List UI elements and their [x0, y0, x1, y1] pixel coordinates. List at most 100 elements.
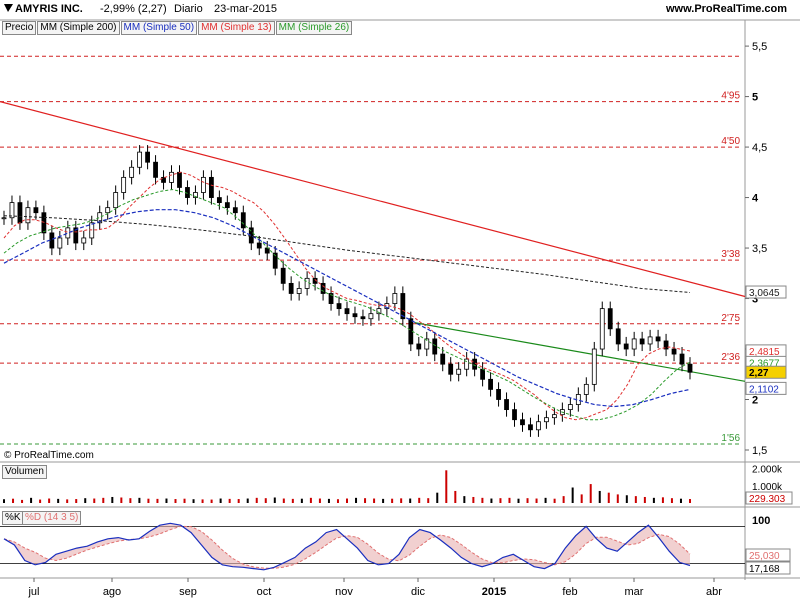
x-tick-label: 2015: [482, 586, 506, 598]
volume-bar: [526, 498, 529, 503]
candle-body: [607, 308, 613, 330]
legend-price[interactable]: Precio: [2, 21, 37, 35]
candle-body: [416, 343, 422, 350]
stoch-d-line: [3, 525, 691, 569]
period-label: Diario: [174, 3, 203, 15]
legend-mm13[interactable]: MM (Simple 13): [198, 21, 275, 35]
close-icon[interactable]: [4, 4, 18, 12]
candle-body: [216, 197, 222, 204]
volume-bar: [255, 497, 258, 503]
candle-body: [544, 417, 549, 423]
candle-body: [488, 378, 493, 390]
candle-body: [201, 176, 206, 193]
candle-body: [448, 363, 454, 375]
volume-bar: [147, 498, 150, 503]
candle-body: [97, 212, 103, 224]
candle-body: [655, 336, 661, 342]
x-tick-label: abr: [706, 586, 722, 598]
volume-bar: [75, 499, 78, 503]
candle-body: [591, 348, 597, 385]
candle-body: [272, 252, 278, 269]
candle-body: [248, 227, 254, 244]
candle-body: [296, 288, 302, 294]
volume-bar: [327, 498, 330, 503]
price-tag-label: 2,1102: [749, 384, 779, 395]
candle-body: [336, 303, 342, 310]
level-label: 2'75: [721, 313, 740, 324]
ticker-title: AMYRIS INC.: [15, 3, 83, 15]
level-label: 2'36: [721, 352, 740, 363]
candle-body: [671, 348, 677, 355]
volume-bar: [219, 498, 222, 503]
volume-bar: [616, 494, 619, 503]
candle-body: [1, 217, 7, 220]
candle-body: [392, 293, 398, 304]
volume-bar: [679, 498, 682, 503]
candle-body: [376, 308, 382, 315]
resistance-trendline: [0, 101, 746, 298]
stoch-d-label: %D (14 3 5): [22, 511, 82, 525]
volume-bar: [382, 498, 385, 503]
candle-body: [224, 202, 230, 209]
candle-body: [81, 237, 87, 244]
candle-body: [344, 308, 350, 315]
volume-bar: [318, 498, 321, 503]
legend-mm200[interactable]: MM (Simple 200): [37, 21, 120, 35]
legend-mm26[interactable]: MM (Simple 26): [275, 21, 353, 35]
candle-body: [440, 353, 446, 365]
level-label: 3'38: [721, 249, 740, 260]
x-tick-label: oct: [257, 586, 272, 598]
x-tick-label: feb: [562, 586, 577, 598]
volume-bar: [12, 498, 15, 503]
volume-bar: [228, 498, 231, 503]
volume-bar: [661, 497, 664, 503]
volume-bar: [282, 498, 285, 503]
candle-body: [663, 340, 669, 350]
candle-body: [137, 151, 143, 168]
volume-bar: [3, 499, 5, 503]
volume-bar: [48, 498, 51, 503]
volume-bar: [336, 499, 339, 503]
volume-bar: [499, 498, 502, 503]
candle-body: [687, 363, 693, 373]
volume-bar: [183, 498, 186, 503]
candle-body: [360, 316, 366, 320]
stoch-k-line: [3, 522, 691, 571]
volume-bar: [264, 498, 267, 503]
volume-bar: [481, 497, 484, 503]
volume-bar: [174, 499, 177, 503]
volume-bar: [120, 497, 123, 503]
volume-bar: [102, 497, 105, 503]
header-bar: AMYRIS INC. -2,99% (2,27) Diario 23-mar-…: [0, 0, 800, 20]
stoch-d-tag-box: [745, 548, 791, 562]
volume-bar: [607, 492, 610, 503]
volume-bar: [643, 496, 646, 503]
candle-body: [520, 419, 525, 426]
candle-body: [512, 409, 517, 421]
volume-bar: [535, 498, 538, 503]
volume-bar: [553, 498, 556, 503]
indicator-legend: Precio MM (Simple 200) MM (Simple 50) MM (S…: [2, 21, 353, 35]
candle-body: [464, 358, 470, 370]
volume-panel-label: Volumen: [2, 465, 47, 479]
price-tag-label: 3,0645: [749, 288, 780, 299]
volume-bar: [436, 492, 439, 503]
candle-body: [17, 202, 23, 224]
support-trendline: [414, 322, 746, 382]
candle-body: [240, 212, 246, 229]
volume-bar: [544, 497, 547, 503]
volume-bar: [571, 487, 574, 503]
candle-body: [208, 176, 214, 198]
candle-body: [256, 242, 262, 249]
candle-body: [647, 336, 653, 345]
candle-body: [432, 338, 438, 355]
y-tick-label: 2: [752, 395, 758, 407]
volume-bar: [427, 498, 430, 503]
x-tick-label: jul: [27, 586, 39, 598]
legend-mm50[interactable]: MM (Simple 50): [120, 21, 198, 35]
candle-body: [288, 282, 294, 294]
x-tick-label: nov: [335, 586, 353, 598]
volume-bar: [625, 495, 628, 503]
candle-body: [320, 282, 326, 294]
